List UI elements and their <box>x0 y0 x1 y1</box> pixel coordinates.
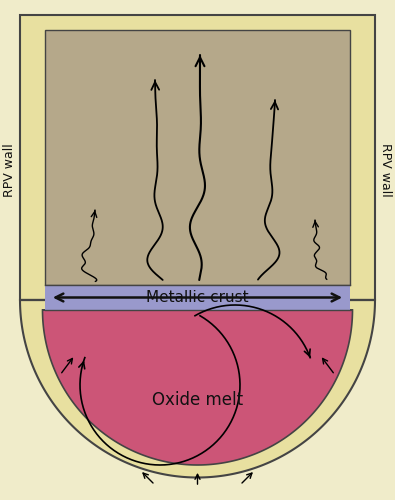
Bar <box>45 30 350 285</box>
Text: RPV wall: RPV wall <box>378 143 391 197</box>
Text: RPV wall: RPV wall <box>4 143 17 197</box>
Bar <box>45 285 350 310</box>
Polygon shape <box>20 300 375 478</box>
Polygon shape <box>43 310 352 465</box>
Text: Oxide melt: Oxide melt <box>152 391 243 409</box>
Bar <box>20 15 375 300</box>
Text: Metallic crust: Metallic crust <box>146 290 249 305</box>
